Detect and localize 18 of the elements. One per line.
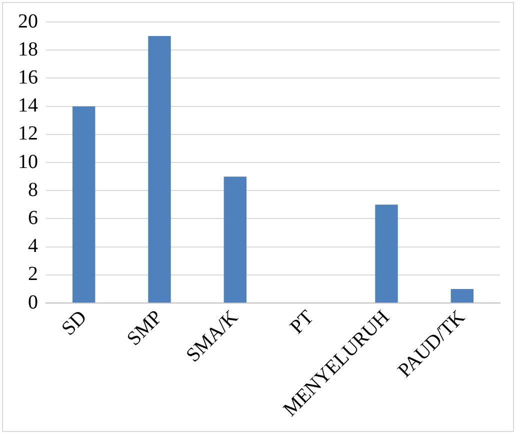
y-tick-label: 14 xyxy=(18,94,38,117)
y-tick-label: 20 xyxy=(18,10,38,32)
x-tick-label: SD xyxy=(57,306,92,340)
y-tick-label: 6 xyxy=(28,206,38,229)
y-tick-label: 10 xyxy=(18,150,38,173)
y-tick-label: 8 xyxy=(28,178,38,201)
bar xyxy=(450,288,474,303)
y-tick-label: 12 xyxy=(18,122,38,145)
bar xyxy=(224,176,247,303)
y-tick-label: 0 xyxy=(28,291,38,314)
y-tick-label: 4 xyxy=(28,235,38,258)
y-tick-label: 18 xyxy=(18,38,38,60)
bar xyxy=(375,204,398,303)
x-tick-label: SMP xyxy=(122,306,167,350)
bar xyxy=(72,106,96,303)
y-tick-label: 2 xyxy=(28,263,38,286)
bar xyxy=(148,36,171,303)
y-tick-label: 16 xyxy=(18,66,38,88)
